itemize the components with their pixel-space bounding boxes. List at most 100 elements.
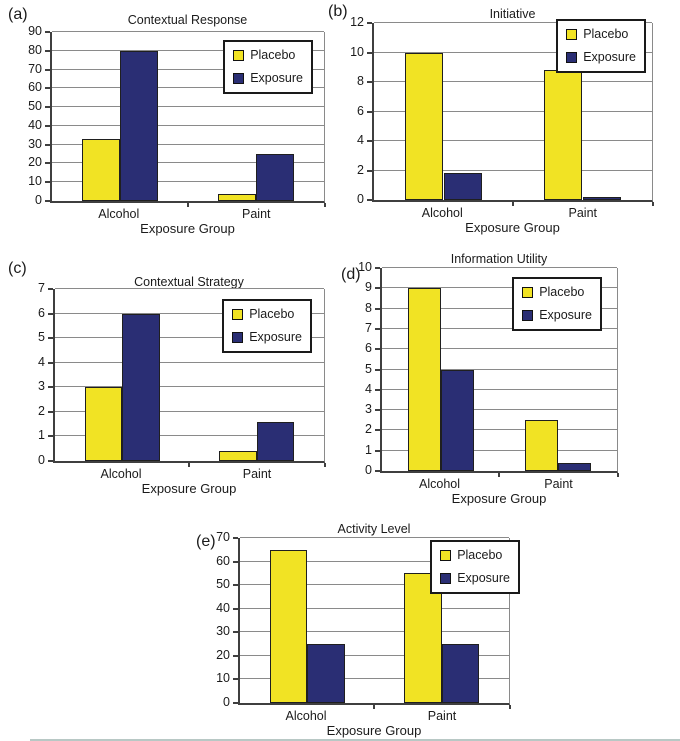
bar-placebo-paint — [219, 451, 257, 461]
gridline — [52, 31, 324, 32]
gridline — [52, 68, 324, 70]
legend-swatch-placebo — [232, 308, 244, 320]
gridline — [55, 410, 324, 412]
y-tick-label: 20 — [28, 155, 42, 170]
gridline — [52, 143, 324, 145]
bar-placebo-alcohol — [84, 387, 123, 461]
y-tick-label: 0 — [365, 463, 372, 477]
y-tick-label: 10 — [350, 44, 364, 59]
legend-label: Exposure — [583, 50, 636, 64]
scan-artifact-line — [30, 739, 680, 741]
gridline — [240, 560, 509, 562]
y-tick-label: 90 — [28, 24, 42, 38]
y-tick-mark — [367, 22, 372, 24]
x-axis-labels: Alcohol Paint — [53, 463, 326, 481]
x-axis-title: Exposure Group — [141, 481, 237, 496]
legend-item: Exposure — [232, 330, 302, 344]
bar-placebo-alcohol — [81, 139, 120, 201]
legend-item: Placebo — [440, 548, 510, 562]
bar-exposure-alcohol — [443, 173, 483, 200]
chart-panel-a: (a) Contextual Response 0 10 20 30 40 50 60 70 8… — [8, 6, 326, 236]
y-tick-mark — [48, 386, 53, 389]
x-tick-mark — [652, 202, 654, 206]
y-tick-mark — [233, 607, 238, 610]
bar-exposure-paint — [558, 462, 592, 471]
gridline — [374, 110, 652, 112]
gridline — [374, 51, 652, 53]
y-tick-mark — [375, 449, 380, 452]
legend-label: Placebo — [249, 307, 295, 321]
y-tick-mark — [48, 361, 53, 364]
x-tick-mark — [617, 473, 619, 477]
legend: Placebo Exposure — [512, 277, 602, 331]
legend-swatch-placebo — [440, 549, 452, 561]
y-tick-mark — [367, 199, 372, 201]
y-tick-mark — [375, 287, 380, 290]
x-category-label: Paint — [544, 477, 573, 491]
y-tick-label: 70 — [216, 530, 230, 544]
chart-title: Contextual Strategy — [134, 275, 244, 289]
legend-label: Exposure — [249, 330, 302, 344]
legend-item: Placebo — [233, 48, 303, 62]
legend: Placebo Exposure — [556, 19, 646, 73]
y-axis: 0 2 4 6 8 10 12 — [332, 15, 372, 206]
y-tick-label: 10 — [216, 671, 230, 686]
gridline — [52, 181, 324, 183]
legend-label: Exposure — [250, 71, 303, 85]
gridline — [382, 449, 617, 451]
gridline — [240, 678, 509, 680]
legend-swatch-placebo — [522, 286, 534, 298]
x-category-label: Paint — [242, 467, 272, 481]
y-tick-label: 6 — [357, 103, 364, 118]
plot-area: 0 1 2 3 4 5 6 7 8 9 10 Placebo Exposure — [358, 260, 618, 477]
legend: Placebo Exposure — [430, 540, 520, 594]
chart-title: Contextual Response — [127, 13, 248, 27]
y-tick-label: 1 — [38, 428, 45, 443]
x-tick-mark — [509, 705, 511, 709]
gridline — [52, 87, 324, 89]
panel-label-e: (e) — [196, 533, 216, 550]
y-tick-mark — [375, 267, 380, 269]
legend-label: Placebo — [539, 285, 585, 299]
legend-item: Placebo — [232, 307, 302, 321]
y-tick-mark — [233, 654, 238, 657]
gridline — [382, 388, 617, 390]
legend-swatch-exposure — [233, 72, 245, 84]
bar-placebo-alcohol — [404, 52, 444, 200]
y-axis: 0 10 20 30 40 50 60 70 80 90 — [10, 24, 50, 207]
y-tick-label: 2 — [365, 422, 372, 437]
y-tick-mark — [48, 312, 53, 315]
legend-swatch-exposure — [232, 331, 244, 343]
y-tick-label: 9 — [365, 280, 372, 295]
x-tick-mark — [511, 202, 514, 206]
y-tick-mark — [48, 460, 53, 462]
gridline — [52, 124, 324, 126]
legend-label: Placebo — [457, 548, 503, 562]
y-tick-label: 0 — [38, 453, 45, 467]
y-tick-mark — [45, 31, 50, 33]
y-tick-label: 4 — [38, 354, 45, 369]
y-tick-mark — [48, 337, 53, 340]
legend-swatch-placebo — [566, 28, 578, 40]
gridline — [382, 327, 617, 329]
legend-label: Exposure — [539, 308, 592, 322]
chart-panel-d: (d) Information Utility 0 1 2 3 4 5 6 7 8 9 10 Pla… — [341, 252, 619, 506]
y-tick-mark — [45, 143, 50, 146]
y-tick-label: 0 — [223, 695, 230, 709]
y-tick-label: 6 — [365, 341, 372, 356]
y-tick-mark — [45, 68, 50, 71]
gridline — [52, 162, 324, 164]
y-tick-mark — [45, 49, 50, 52]
chart-title: Information Utility — [450, 252, 548, 266]
y-tick-mark — [375, 470, 380, 472]
x-tick-mark — [324, 463, 326, 467]
gridline — [52, 49, 324, 51]
bar-exposure-paint — [441, 644, 480, 703]
legend-label: Exposure — [457, 571, 510, 585]
y-tick-label: 8 — [357, 74, 364, 88]
y-tick-label: 2 — [38, 403, 45, 418]
y-tick-label: 80 — [28, 42, 42, 57]
gridline — [374, 169, 652, 171]
legend-swatch-exposure — [440, 572, 452, 584]
